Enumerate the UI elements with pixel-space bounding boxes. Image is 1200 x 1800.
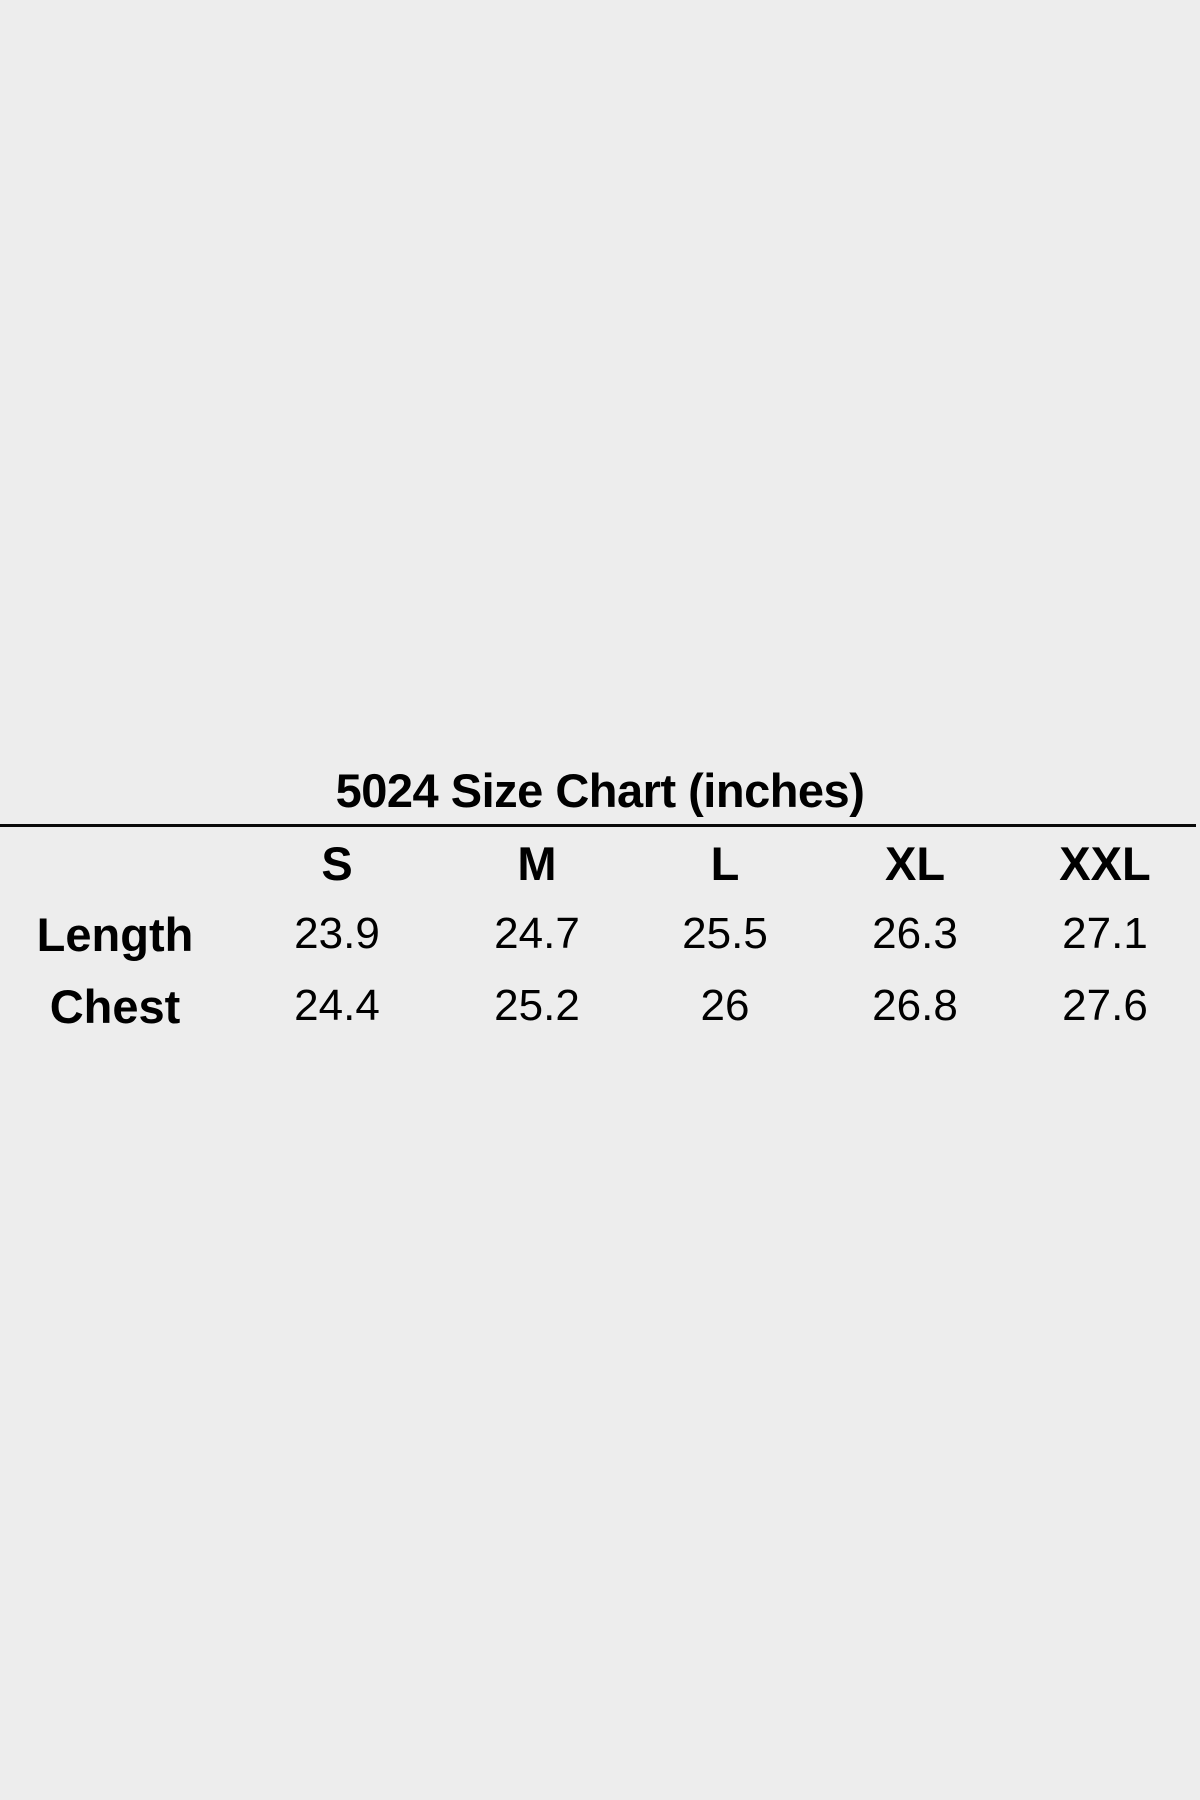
chest-value-s: 24.4 bbox=[294, 981, 380, 1030]
table-row-chest: Chest 24.4 25.2 26 26.8 27.6 bbox=[0, 970, 1200, 1042]
length-value-xxl: 27.1 bbox=[1062, 909, 1148, 958]
column-header-xxl: XXL bbox=[1059, 836, 1151, 890]
row-label-length: Length bbox=[36, 907, 194, 961]
chest-value-xl: 26.8 bbox=[872, 981, 958, 1030]
length-value-l: 25.5 bbox=[682, 909, 768, 958]
length-value-s: 23.9 bbox=[294, 909, 380, 958]
table-header-row: S M L XL XXL bbox=[0, 828, 1200, 898]
size-chart-table: S M L XL XXL Length 23.9 24.7 25.5 26.3 … bbox=[0, 828, 1200, 1042]
row-label-chest: Chest bbox=[49, 979, 181, 1033]
size-chart-title: 5024 Size Chart (inches) bbox=[335, 763, 865, 817]
table-row-length: Length 23.9 24.7 25.5 26.3 27.1 bbox=[0, 898, 1200, 970]
chest-value-xxl: 27.6 bbox=[1062, 981, 1148, 1030]
column-header-xl: XL bbox=[884, 836, 946, 890]
length-value-m: 24.7 bbox=[494, 909, 580, 958]
title-divider-line bbox=[0, 824, 1196, 827]
column-header-s: S bbox=[321, 836, 353, 890]
chest-value-l: 26 bbox=[700, 981, 750, 1030]
column-header-l: L bbox=[710, 836, 740, 890]
column-header-m: M bbox=[517, 836, 557, 890]
chest-value-m: 25.2 bbox=[494, 981, 580, 1030]
length-value-xl: 26.3 bbox=[872, 909, 958, 958]
